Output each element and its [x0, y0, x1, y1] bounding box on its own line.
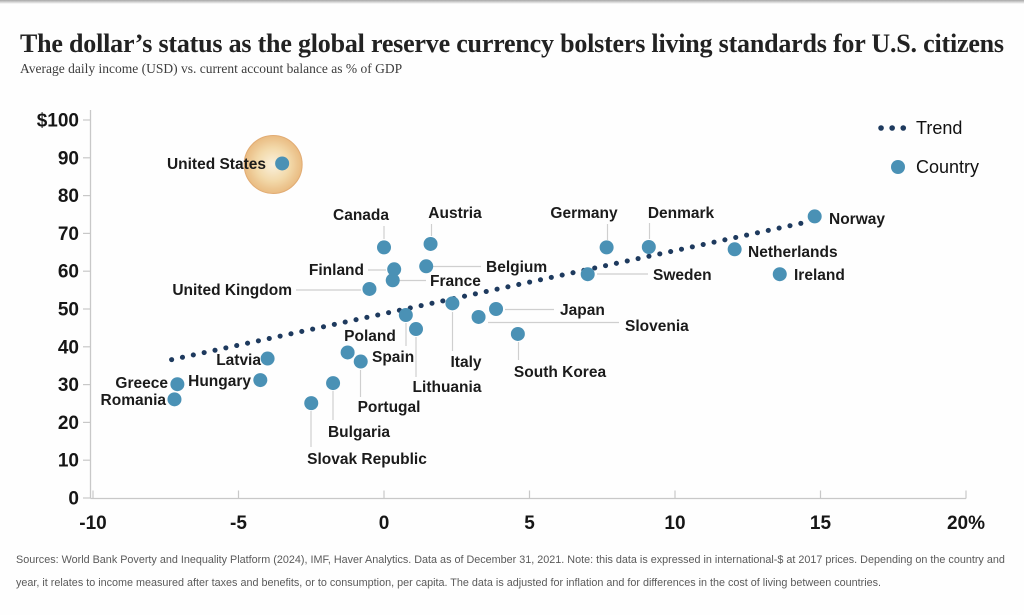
country-dot-germany — [599, 240, 614, 255]
country-label-latvia: Latvia — [216, 352, 261, 369]
country-label-poland: Poland — [344, 328, 396, 345]
country-label-denmark: Denmark — [648, 205, 715, 222]
country-dot-denmark — [641, 240, 656, 255]
y-tick-label: 40 — [58, 337, 79, 358]
country-dot-bulgaria — [326, 376, 341, 391]
country-label-italy: Italy — [450, 354, 481, 371]
country-label-united-kingdom: United Kingdom — [172, 282, 292, 299]
y-tick-label: $100 — [37, 111, 79, 132]
legend-country-dot-icon — [891, 160, 905, 174]
country-dot-austria — [423, 236, 438, 251]
x-tick-label: 5 — [524, 513, 535, 534]
x-tick-label: 15 — [810, 513, 832, 534]
y-tick-label: 80 — [58, 186, 79, 207]
trend-line — [169, 218, 813, 363]
country-label-austria: Austria — [428, 205, 482, 222]
x-tick-label: 10 — [664, 513, 685, 534]
country-dot-spain — [398, 308, 413, 323]
country-label-portugal: Portugal — [358, 399, 421, 416]
country-label-ireland: Ireland — [794, 267, 845, 284]
country-dot-japan — [489, 302, 504, 316]
country-label-greece: Greece — [115, 375, 168, 392]
country-dot-united-states — [275, 156, 290, 171]
y-tick-label: 60 — [58, 262, 79, 283]
country-label-sweden: Sweden — [653, 267, 712, 284]
country-dot-france — [385, 273, 400, 288]
country-label-germany: Germany — [550, 205, 618, 222]
country-dot-netherlands — [727, 242, 742, 257]
country-dot-south-korea — [510, 326, 525, 341]
x-tick-label: -5 — [230, 513, 247, 534]
country-label-slovak-republic: Slovak Republic — [307, 451, 427, 468]
chart-subtitle: Average daily income (USD) vs. current a… — [20, 61, 403, 76]
source-note: Sources: World Bank Poverty and Inequali… — [16, 554, 1005, 589]
country-dot-portugal — [353, 354, 368, 369]
country-label-netherlands: Netherlands — [748, 244, 838, 261]
legend-trend-label: Trend — [916, 118, 962, 138]
country-label-united-states: United States — [167, 156, 266, 173]
country-label-norway: Norway — [829, 211, 885, 228]
country-dot-norway — [807, 209, 822, 224]
y-tick-label: 90 — [58, 148, 79, 169]
country-label-romania: Romania — [101, 392, 167, 409]
y-tick-label: 20 — [58, 413, 79, 434]
country-dot-latvia — [260, 351, 275, 366]
country-label-bulgaria: Bulgaria — [328, 424, 390, 441]
country-dot-italy — [445, 296, 460, 311]
country-label-japan: Japan — [560, 302, 605, 319]
country-label-france: France — [430, 273, 481, 290]
country-label-lithuania: Lithuania — [413, 379, 482, 396]
x-tick-label: 0 — [379, 513, 390, 534]
country-dot-finland — [387, 262, 402, 277]
country-label-spain: Spain — [372, 349, 414, 366]
y-tick-label: 70 — [58, 224, 79, 245]
country-label-slovenia: Slovenia — [625, 318, 689, 335]
country-dot-united-kingdom — [362, 281, 377, 296]
country-dot-hungary — [253, 373, 268, 388]
legend-country-label: Country — [916, 157, 979, 177]
country-label-canada: Canada — [333, 207, 389, 224]
country-label-belgium: Belgium — [486, 259, 547, 276]
country-dot-sweden — [580, 267, 595, 282]
x-tick-label: 20% — [947, 513, 985, 534]
country-label-finland: Finland — [309, 262, 364, 279]
country-dot-lithuania — [409, 322, 424, 337]
country-dot-slovak-republic — [304, 396, 319, 411]
country-dot-poland — [340, 345, 355, 360]
page-title: The dollar’s status as the global reserv… — [20, 29, 1004, 59]
y-tick-label: 0 — [68, 489, 79, 510]
country-dot-romania — [167, 392, 182, 407]
country-label-hungary: Hungary — [188, 373, 251, 390]
country-dot-greece — [170, 377, 185, 392]
country-label-south-korea: South Korea — [514, 364, 607, 381]
y-tick-label: 10 — [58, 451, 79, 472]
y-tick-label: 30 — [58, 375, 79, 396]
country-dot-belgium — [419, 259, 434, 274]
country-dot-canada — [377, 240, 391, 255]
x-tick-label: -10 — [79, 513, 106, 534]
y-tick-label: 50 — [58, 300, 79, 321]
country-dot-ireland — [772, 267, 787, 282]
top-edge-shadow — [0, 0, 1024, 4]
country-dot-slovenia — [471, 309, 486, 324]
us-highlight-circle — [243, 134, 303, 194]
